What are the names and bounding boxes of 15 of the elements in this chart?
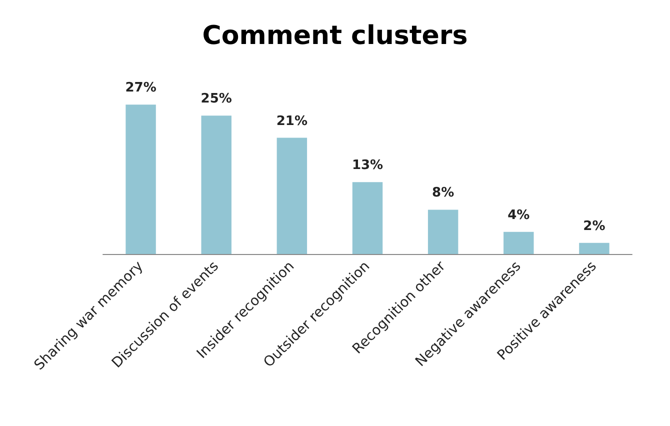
bar <box>579 242 610 254</box>
bar <box>428 210 458 254</box>
bar <box>352 182 383 254</box>
data-label: 8% <box>432 186 454 201</box>
data-label: 4% <box>508 208 530 223</box>
bar <box>504 232 534 254</box>
bar <box>201 116 232 254</box>
data-label: 13% <box>352 158 384 174</box>
bar <box>276 138 308 254</box>
chart-title: Comment clusters <box>202 21 468 51</box>
data-label: 27% <box>125 80 156 96</box>
bar <box>126 104 156 254</box>
data-label: 21% <box>276 114 308 129</box>
data-label: 25% <box>200 92 232 107</box>
data-label: 2% <box>583 218 606 234</box>
